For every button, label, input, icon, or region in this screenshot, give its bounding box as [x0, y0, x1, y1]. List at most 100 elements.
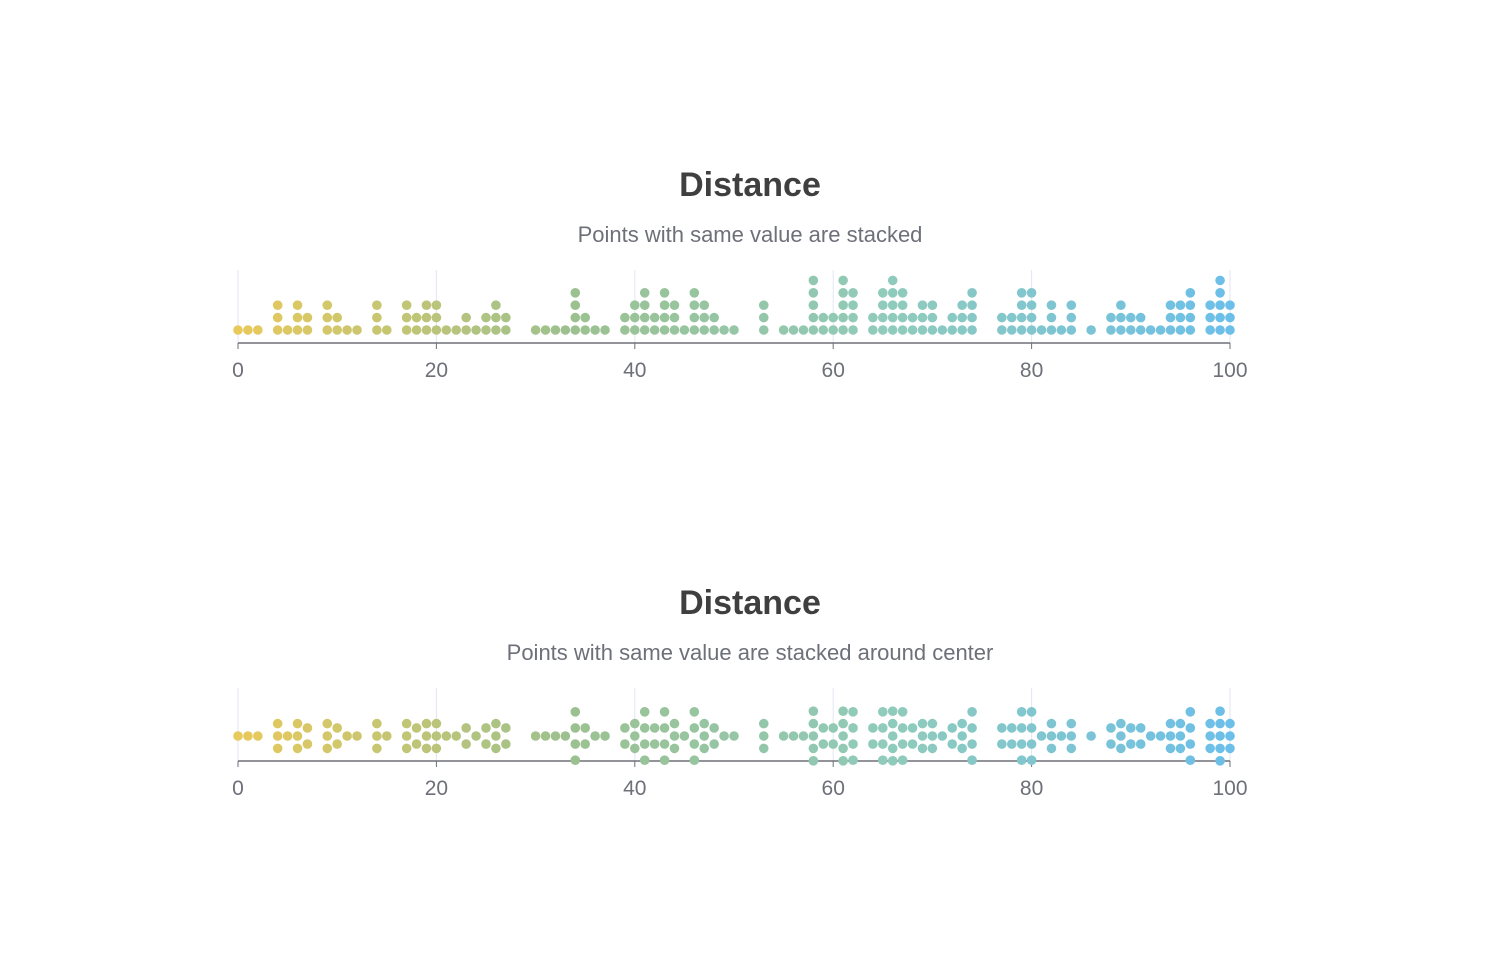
data-point: [243, 731, 253, 741]
data-point: [431, 312, 442, 323]
chart-subtitle: Points with same value are stacked: [577, 222, 923, 247]
data-point: [669, 312, 680, 323]
data-point: [1215, 288, 1225, 298]
data-point: [292, 325, 303, 335]
data-point: [1215, 325, 1225, 335]
data-point: [1026, 300, 1037, 310]
data-point: [1135, 739, 1146, 749]
data-point: [838, 275, 848, 286]
data-point: [272, 731, 283, 741]
data-point: [1066, 312, 1077, 323]
data-point: [501, 325, 511, 335]
chart-panel-stacked: Distance Points with same value are stac…: [0, 160, 1500, 382]
data-point: [689, 739, 700, 749]
data-point: [1116, 325, 1126, 335]
data-point: [580, 723, 590, 733]
data-point: [897, 325, 908, 335]
data-point: [887, 288, 898, 298]
x-tick-label: 20: [425, 777, 448, 800]
data-point: [808, 300, 819, 310]
data-point: [838, 288, 848, 298]
chart-title: Distance: [679, 584, 821, 622]
data-point: [808, 743, 819, 754]
data-point: [758, 325, 769, 335]
data-point: [600, 731, 610, 741]
data-point: [431, 731, 442, 741]
data-point: [729, 325, 739, 335]
data-point: [431, 325, 442, 335]
data-point: [778, 325, 789, 335]
data-point: [639, 312, 650, 323]
data-point: [818, 312, 829, 323]
x-tick-label: 100: [1212, 777, 1247, 800]
data-point: [1016, 755, 1027, 765]
data-point: [1205, 300, 1215, 310]
data-point: [570, 723, 581, 733]
data-point: [887, 312, 898, 323]
data-point: [332, 723, 343, 733]
data-point: [322, 312, 333, 323]
data-point: [630, 325, 640, 335]
data-point: [1165, 718, 1176, 729]
data-point: [878, 312, 888, 323]
data-point: [917, 743, 928, 754]
data-point: [590, 325, 600, 335]
data-point: [530, 731, 541, 741]
data-point: [620, 312, 630, 323]
data-point: [1046, 312, 1057, 323]
data-point: [630, 718, 640, 729]
x-tick-label: 60: [822, 777, 845, 800]
data-point: [689, 707, 700, 717]
chart-title: Distance: [679, 166, 821, 204]
data-point: [600, 325, 610, 335]
data-point: [1086, 325, 1096, 335]
data-point: [501, 312, 511, 323]
data-point: [967, 707, 977, 717]
data-point: [967, 300, 977, 310]
data-point: [1175, 743, 1186, 754]
data-point: [431, 300, 442, 310]
data-point: [868, 325, 878, 335]
data-point: [848, 739, 858, 749]
data-point: [302, 312, 313, 323]
data-point: [1185, 300, 1196, 310]
data-point: [689, 723, 700, 733]
data-point: [1116, 300, 1126, 310]
data-point: [927, 300, 938, 310]
data-point: [758, 300, 769, 310]
data-point: [758, 312, 769, 323]
data-point: [878, 325, 888, 335]
data-point: [957, 731, 967, 741]
data-point: [322, 731, 333, 741]
data-point: [570, 755, 581, 765]
data-point: [411, 739, 422, 749]
data-point: [927, 325, 938, 335]
data-point: [421, 325, 432, 335]
data-point: [1185, 723, 1196, 733]
data-point: [828, 312, 838, 323]
data-point: [1006, 723, 1017, 733]
data-point: [649, 325, 660, 335]
x-tick-label: 80: [1020, 359, 1043, 382]
data-point: [1165, 325, 1176, 335]
data-point: [461, 723, 471, 733]
data-point: [927, 731, 938, 741]
data-point: [372, 743, 382, 754]
data-point: [550, 325, 561, 335]
data-point: [302, 723, 313, 733]
data-point: [1165, 300, 1176, 310]
data-point: [352, 731, 362, 741]
data-point: [818, 723, 829, 733]
data-point: [282, 731, 293, 741]
data-point: [421, 731, 432, 741]
data-point: [937, 731, 948, 741]
data-point: [332, 325, 343, 335]
data-point: [421, 300, 432, 310]
data-point: [1026, 755, 1037, 765]
data-point: [808, 718, 819, 729]
data-point: [302, 325, 313, 335]
data-point: [669, 743, 680, 754]
data-point: [848, 300, 858, 310]
data-point: [679, 325, 690, 335]
data-point: [1016, 723, 1027, 733]
